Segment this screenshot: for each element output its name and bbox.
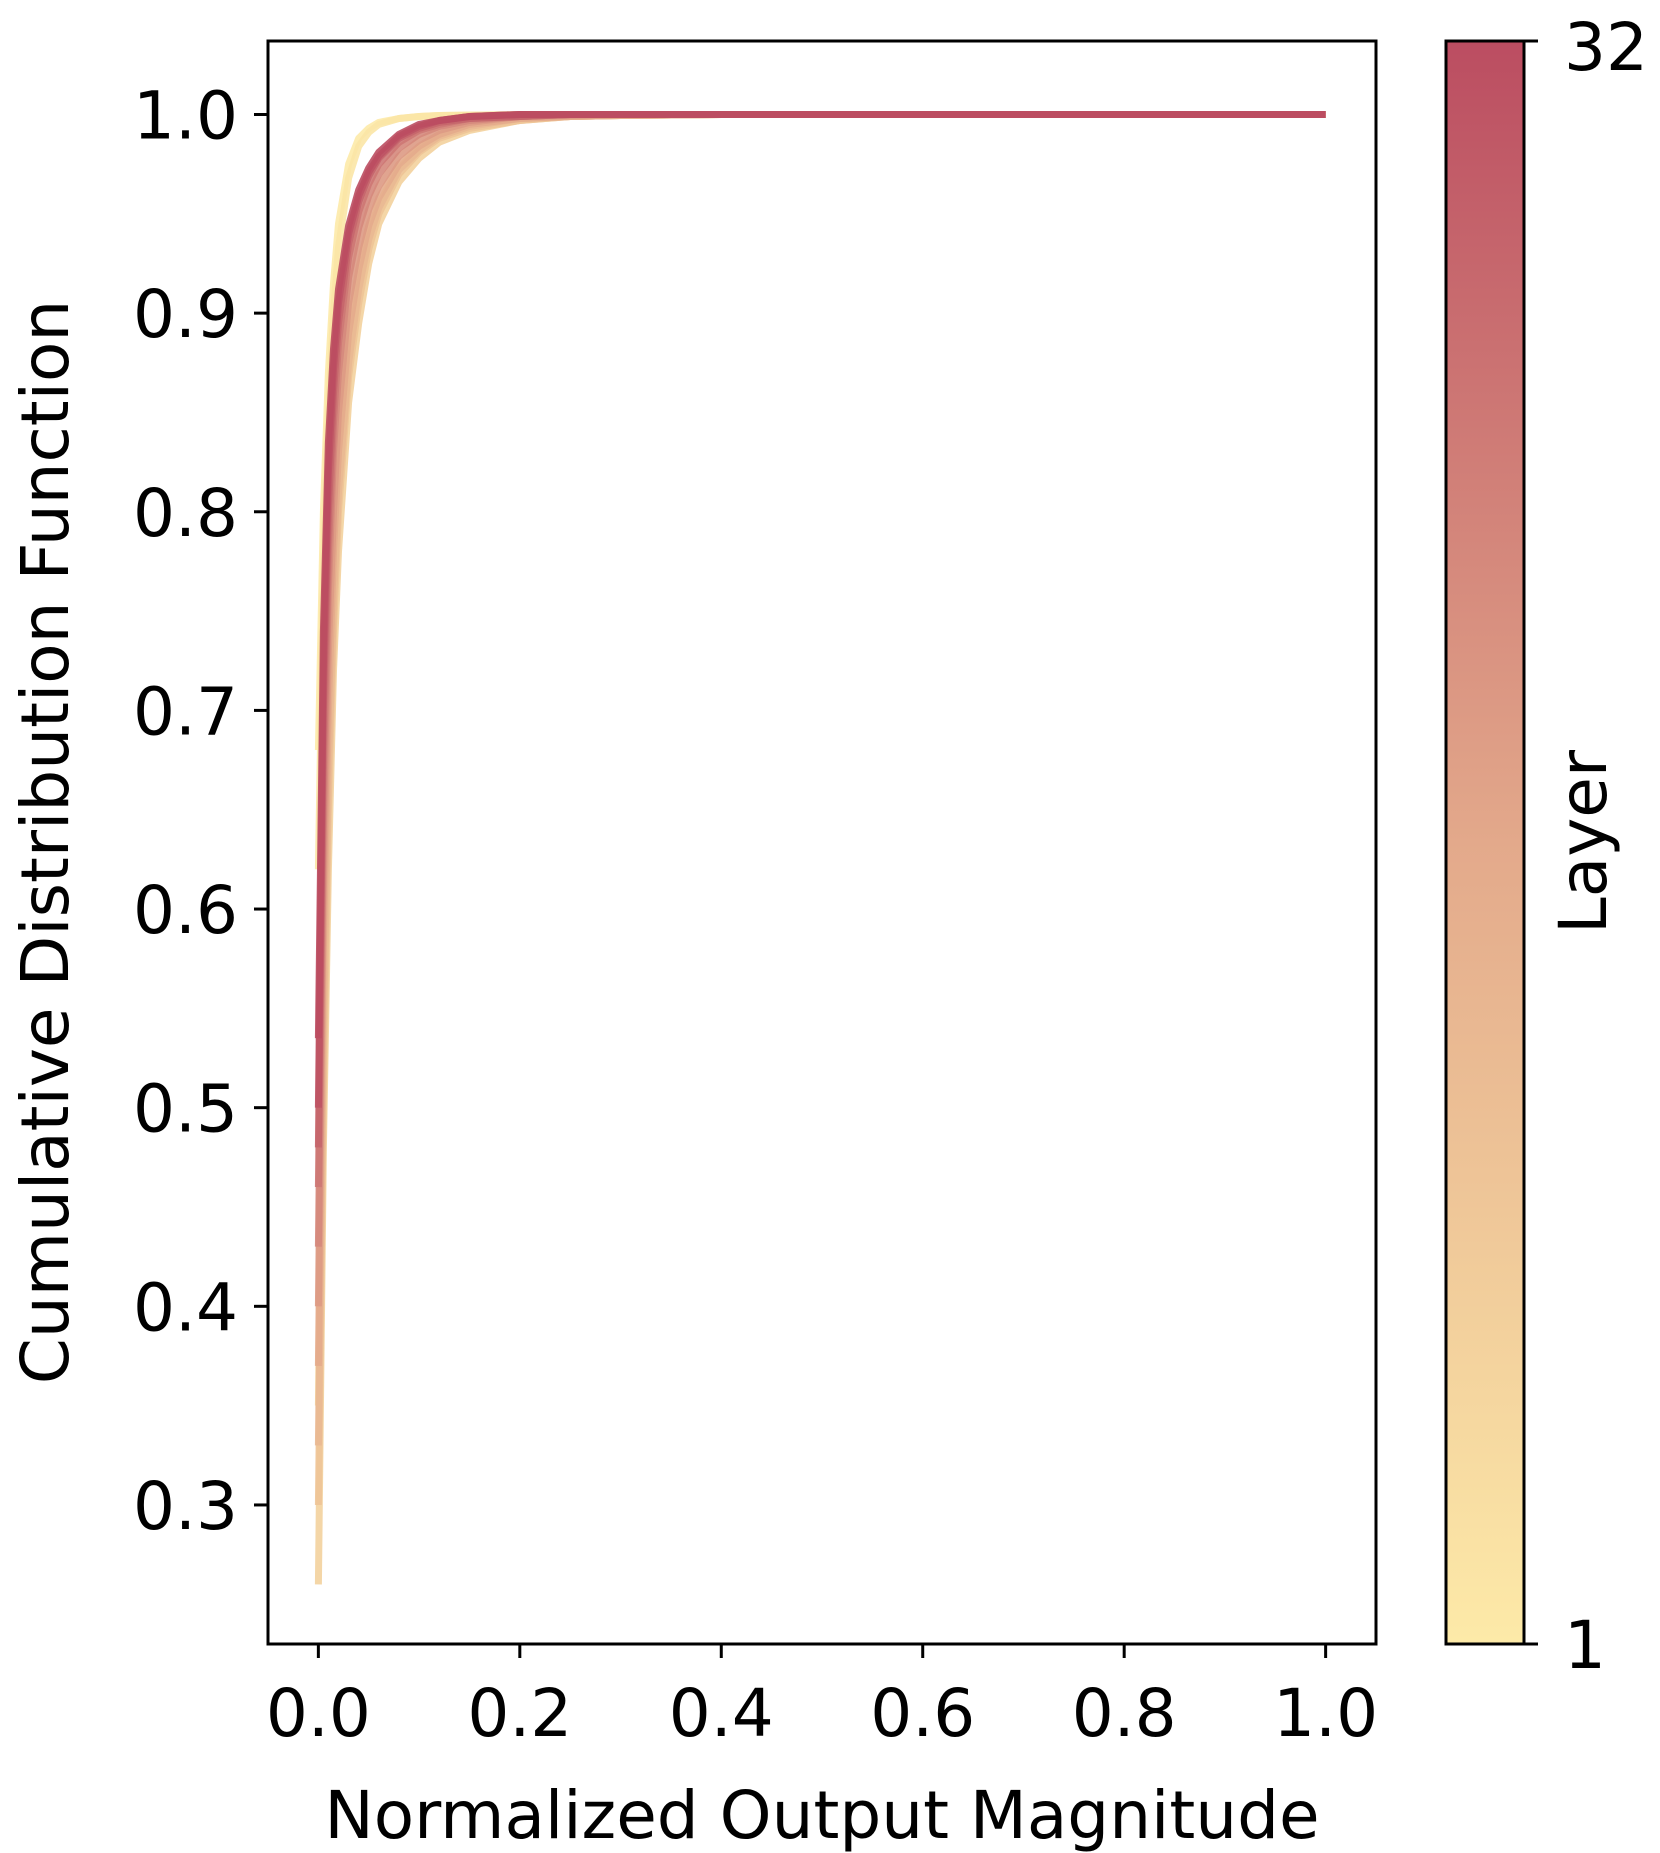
y-tick-label: 0.5 <box>133 1071 238 1148</box>
series-line-layer-2 <box>314 111 1326 870</box>
series-line-layer-28 <box>314 111 1326 1148</box>
series-line-layer-25 <box>314 111 1326 1188</box>
series-line-layer-1 <box>314 111 1326 751</box>
series-line-layer-16 <box>314 111 1326 1366</box>
x-tick-label: 0.8 <box>1072 1675 1177 1752</box>
x-tick-label: 0.6 <box>870 1675 975 1752</box>
colorbar-min-label: 1 <box>1564 1607 1606 1684</box>
colorbar-max-label: 32 <box>1564 9 1648 86</box>
y-tick-label: 1.0 <box>133 77 238 154</box>
series-line-layer-4 <box>314 111 1326 1406</box>
series-line-layer-31 <box>314 111 1326 1108</box>
plot-frame <box>266 39 1378 1646</box>
colorbar <box>1444 39 1526 1646</box>
x-tick-label: 0.0 <box>266 1675 371 1752</box>
x-tick-label: 0.4 <box>669 1675 774 1752</box>
series-line-layer-19 <box>314 111 1326 1307</box>
y-tick-label: 0.8 <box>133 475 238 552</box>
x-tick-label: 1.0 <box>1273 1675 1378 1752</box>
x-axis-ticks: 0.0 0.2 0.4 0.6 0.8 1.0 <box>266 1644 1378 1752</box>
y-tick-label: 0.3 <box>133 1468 238 1545</box>
series-line-layer-13 <box>314 111 1326 1446</box>
y-tick-label: 0.7 <box>133 673 238 750</box>
series-line-layer-32 <box>314 111 1326 1039</box>
x-tick-label: 0.2 <box>467 1675 572 1752</box>
y-tick-label: 0.6 <box>133 872 238 949</box>
series-line-layer-10 <box>314 111 1326 1506</box>
series-line-layer-7 <box>314 111 1326 1585</box>
y-axis-label: Cumulative Distribution Function <box>7 300 84 1384</box>
y-tick-label: 0.4 <box>133 1269 238 1346</box>
x-axis-label: Normalized Output Magnitude <box>324 1777 1319 1853</box>
y-tick-label: 0.9 <box>133 276 238 353</box>
colorbar-title: Layer <box>1545 749 1622 934</box>
series-line-layer-22 <box>314 111 1326 1247</box>
series-lines <box>314 111 1326 1585</box>
y-axis-ticks: 0.3 0.4 0.5 0.6 0.7 0.8 0.9 1.0 <box>133 77 268 1545</box>
